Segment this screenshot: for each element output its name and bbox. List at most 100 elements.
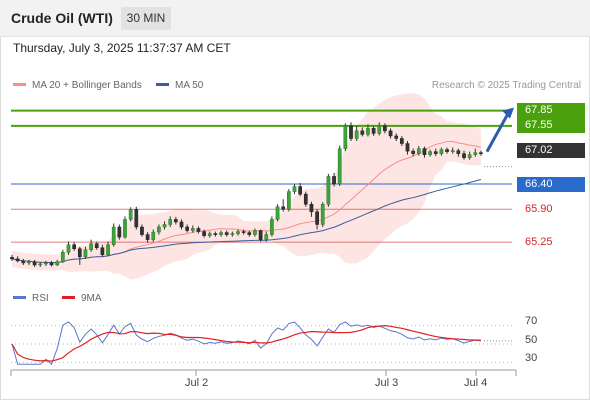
candle-body	[264, 234, 269, 240]
candle-body	[128, 209, 133, 220]
candle-body	[134, 209, 139, 228]
candle-body	[185, 226, 190, 231]
legend-ma50: MA 50	[156, 80, 203, 91]
candle-body	[241, 231, 246, 233]
candle-body	[428, 151, 432, 155]
candle-body	[32, 261, 37, 266]
candle-body	[473, 152, 478, 155]
candle-body	[445, 149, 449, 152]
candle-body	[89, 243, 93, 251]
candle-body	[55, 261, 60, 266]
candle-body	[179, 221, 184, 228]
candle-body	[450, 150, 455, 152]
candle-body	[140, 226, 144, 235]
ma50-swatch-icon	[156, 82, 169, 86]
level-label-65.90: 65.90	[525, 202, 553, 215]
candle-body	[174, 219, 178, 223]
candle-body	[151, 231, 156, 240]
candle-body	[49, 262, 54, 266]
candle-body	[383, 125, 387, 132]
candle-body	[354, 130, 359, 139]
level-label-67.85: 67.85	[517, 103, 585, 119]
legend-9ma-label: 9MA	[81, 293, 102, 304]
candle-body	[123, 219, 127, 238]
candle-body	[326, 176, 331, 205]
candle-body	[100, 247, 105, 256]
x-label-jul4: Jul 4	[464, 377, 488, 389]
level-label-67.02: 67.02	[517, 142, 585, 158]
candle-body	[303, 193, 308, 205]
candle-body	[27, 261, 31, 264]
candle-body	[10, 257, 14, 260]
candle-body	[202, 231, 206, 236]
timeframe-badge[interactable]: 30 MIN	[121, 7, 171, 30]
forecast-arrow-shaft	[485, 112, 510, 153]
candle-body	[360, 130, 365, 135]
candle-body	[292, 186, 297, 192]
candle-body	[281, 206, 286, 210]
level-label-67.55: 67.55	[517, 118, 585, 134]
legend-rsi: RSI	[13, 293, 49, 304]
candle-body	[224, 232, 229, 235]
x-label-jul2: Jul 2	[185, 377, 209, 389]
candle-body	[422, 148, 427, 155]
candle-body	[168, 219, 173, 225]
candle-body	[400, 138, 404, 144]
bollinger-band	[12, 93, 481, 280]
candle-body	[162, 224, 167, 228]
candle-body	[343, 125, 348, 149]
rsi-tick-50: 50	[525, 334, 538, 346]
candle-body	[253, 230, 257, 235]
legend-9ma: 9MA	[62, 293, 102, 304]
legend-ma20: MA 20 + Bollinger Bands	[13, 80, 142, 91]
candle-body	[405, 143, 410, 152]
candle-body	[275, 206, 280, 220]
9ma-swatch-icon	[62, 295, 75, 299]
forecast-arrow-icon	[502, 107, 514, 119]
candle-body	[207, 233, 212, 236]
candle-body	[479, 152, 483, 154]
chart-header: Crude Oil (WTI) 30 MIN	[0, 0, 590, 37]
level-label-65.25: 65.25	[525, 235, 553, 248]
candle-body	[61, 252, 65, 263]
ma20-swatch-icon	[13, 82, 26, 86]
legend-ma50-label: MA 50	[175, 80, 204, 91]
candle-body	[230, 233, 235, 235]
legend-rsi-label: RSI	[32, 293, 49, 304]
candle-body	[439, 149, 444, 154]
candle-body	[83, 249, 88, 258]
candle-body	[66, 244, 71, 253]
candle-body	[117, 226, 122, 238]
candle-body	[456, 150, 461, 154]
x-label-jul3: Jul 3	[375, 377, 399, 389]
candle-body	[433, 151, 438, 154]
candle-body	[258, 230, 263, 240]
ma50-line	[11, 178, 482, 264]
candle-body	[366, 128, 370, 135]
candle-body	[145, 234, 150, 240]
candle-body	[332, 176, 336, 185]
level-label-66.40: 66.40	[517, 176, 585, 192]
rsi-ma-line	[11, 325, 481, 362]
candle-body	[315, 211, 319, 225]
instrument-title: Crude Oil (WTI)	[11, 10, 113, 26]
candle-body	[106, 244, 110, 256]
candle-body	[462, 153, 466, 158]
candle-body	[213, 233, 218, 235]
candle-body	[411, 150, 415, 154]
candle-body	[377, 125, 382, 134]
candle-body	[349, 125, 353, 139]
attribution: Research © 2025 Trading Central	[431, 80, 581, 91]
candle-body	[72, 244, 77, 250]
timestamp: Thursday, July 3, 2025 11:37:37 AM CET	[13, 41, 231, 55]
candle-body	[337, 148, 342, 185]
candle-body	[320, 203, 325, 225]
candle-body	[94, 243, 99, 248]
candle-body	[38, 263, 43, 266]
candle-body	[219, 232, 223, 235]
candle-body	[371, 128, 376, 134]
candle-body	[388, 130, 393, 137]
candle-body	[44, 262, 48, 265]
candle-body	[77, 248, 82, 258]
candle-body	[196, 228, 201, 232]
